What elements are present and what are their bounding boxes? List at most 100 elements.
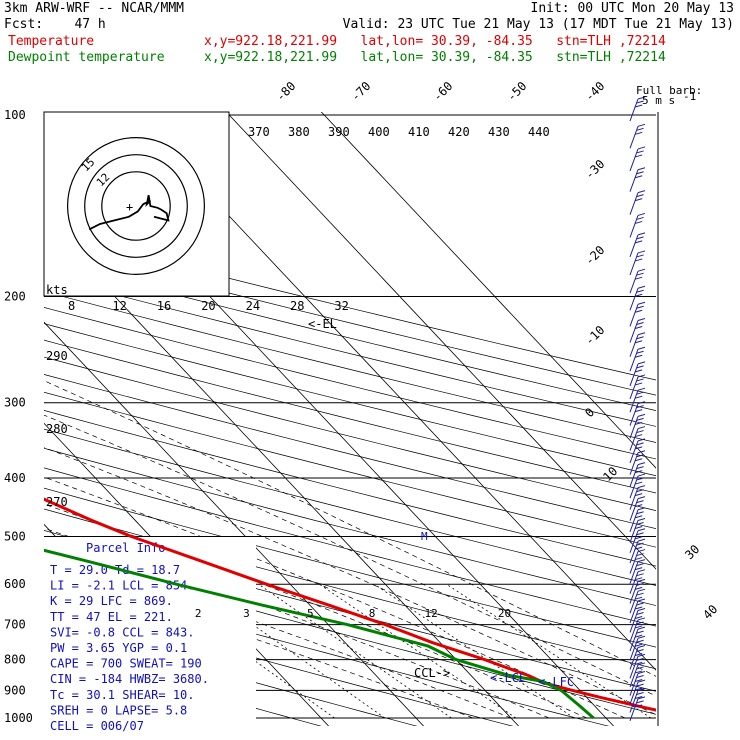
dry-adiabat — [44, 487, 656, 648]
wind-barb-flag — [637, 559, 646, 563]
wind-barb-flag — [636, 417, 644, 421]
wind-barb-flag — [637, 301, 646, 305]
dry-adiabat — [44, 307, 656, 460]
wind-barb-flag — [636, 657, 644, 661]
wind-barb-flag — [635, 434, 643, 438]
wind-barb-flag — [637, 617, 646, 621]
wind-barb-flag — [637, 473, 646, 477]
wind-barb-flag — [635, 276, 643, 280]
isotherm-label: 30 — [682, 542, 702, 562]
wind-barb-flag — [636, 289, 644, 293]
speed-axis-label-16: 16 — [157, 299, 171, 313]
wind-legend: Full barb:5 m s -1 — [636, 84, 702, 107]
wind-barb-flag — [637, 507, 646, 511]
dry-adiabat — [44, 574, 610, 726]
pressure-label-900: 900 — [4, 683, 26, 697]
dry-adiabat — [44, 245, 656, 396]
wind-barb-staff — [629, 98, 639, 122]
wind-barb-flag — [635, 104, 643, 108]
speed-axis-label-8: 8 — [68, 299, 75, 313]
wind-barb-flag — [637, 679, 646, 683]
wind-barb-flag — [637, 346, 646, 350]
mixing-ratio-label-12: 12 — [425, 607, 438, 620]
wind-barb-flag — [636, 350, 644, 354]
theta-label-400: 400 — [368, 125, 390, 139]
speed-axis-label-24: 24 — [246, 299, 260, 313]
wind-barb-flag — [636, 700, 644, 704]
sounding-series — [44, 497, 656, 720]
wind-barb-flag — [637, 598, 646, 602]
parcel-row: K = 29 LFC = 869. — [50, 594, 173, 608]
moist-adiabat — [44, 380, 656, 677]
wind-barb-flag — [636, 648, 644, 652]
wind-barb-flag — [635, 154, 643, 158]
parcel-row: PW = 3.65 YGP = 0.1 — [50, 641, 187, 655]
wind-barb-flag — [636, 405, 644, 409]
dry-adiabat — [44, 323, 656, 477]
pressure-label-700: 700 — [4, 618, 26, 632]
wind-barb-flag — [635, 131, 643, 135]
wind-barb-flag — [635, 687, 643, 691]
wind-barb-flag — [637, 538, 646, 542]
wind-barb-flag — [635, 446, 643, 450]
wind-barb-flag — [635, 293, 643, 297]
wind-barb-staff — [629, 591, 639, 614]
wind-barb-flag — [637, 212, 646, 216]
wind-barb-staff — [629, 540, 639, 564]
dry-adiabat — [44, 339, 656, 494]
wind-barb-flag — [636, 477, 644, 481]
wind-barb-flag — [636, 305, 644, 309]
annotations: <-EL CCL-> <-LCL <-LFC M — [308, 317, 574, 689]
dry-adiabat — [44, 622, 418, 726]
speed-axis-label-20: 20 — [201, 299, 215, 313]
isotherm-label: -50 — [504, 79, 529, 104]
wind-barb-flag — [637, 361, 646, 365]
wind-barb-flag — [636, 194, 644, 198]
wind-barb-flag — [636, 171, 644, 175]
wind-barb-flag — [637, 496, 646, 500]
speed-axis-label-28: 28 — [290, 299, 304, 313]
wind-barb-flag — [635, 661, 643, 665]
wind-barb-flag — [636, 692, 644, 695]
wind-barb-staff — [629, 148, 639, 172]
pressure-label-300: 300 — [4, 396, 26, 410]
wind-barb-flag — [635, 615, 643, 619]
wind-barb-flag — [636, 127, 644, 131]
pressure-label-600: 600 — [4, 577, 26, 591]
wind-barb-flag — [635, 421, 643, 425]
wind-barb-flag — [635, 395, 643, 399]
hodograph-center-cross: + — [126, 200, 133, 214]
dry-adiabat — [44, 275, 656, 427]
pressure-label-400: 400 — [4, 471, 26, 485]
pressure-label-800: 800 — [4, 653, 26, 667]
wind-barb-flag — [637, 413, 646, 417]
theta-label-380: 380 — [288, 125, 310, 139]
wind-barb-flag — [635, 557, 643, 561]
theta-label-410: 410 — [408, 125, 430, 139]
wind-barb-flag — [636, 378, 644, 382]
wind-barb-flag — [637, 374, 646, 378]
wind-barb-flag — [636, 322, 644, 325]
isotherm-line — [44, 220, 520, 726]
wind-barb-flag — [635, 577, 643, 581]
wind-barb-flag — [637, 232, 646, 236]
wind-barb-staff — [629, 551, 639, 574]
wind-barb-flag — [637, 644, 646, 648]
isotherm-label: 0 — [582, 405, 597, 420]
wind-barb-flag — [637, 653, 646, 657]
hodograph-ring — [66, 137, 206, 276]
parcel-row: SVI= -0.8 CCL = 843. — [50, 625, 195, 639]
wind-barb-flag — [636, 100, 644, 104]
parcel-info-panel: Parcel Info T = 29.0 Td = 18.7 LI = -2.1 L… — [44, 537, 256, 733]
parcel-row: Tc = 30.1 SHEAR= 10. — [50, 688, 195, 702]
isotherm-label: -60 — [430, 79, 455, 104]
parcel-row: TT = 47 EL = 221. — [50, 610, 173, 624]
wind-legend-exponent: -1 — [683, 90, 696, 103]
wind-barb-flag — [637, 318, 646, 321]
header-init: Init: 00 UTC Mon 20 May 13 — [530, 1, 735, 16]
dry-adiabat — [44, 260, 656, 411]
wind-barb-flag — [637, 626, 646, 630]
moist-adiabat — [44, 414, 656, 697]
wind-barb-staff — [629, 600, 639, 624]
